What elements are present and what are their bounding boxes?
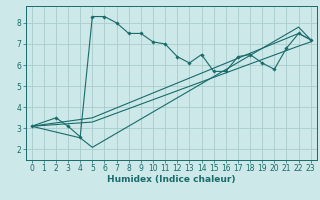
X-axis label: Humidex (Indice chaleur): Humidex (Indice chaleur) [107,175,236,184]
